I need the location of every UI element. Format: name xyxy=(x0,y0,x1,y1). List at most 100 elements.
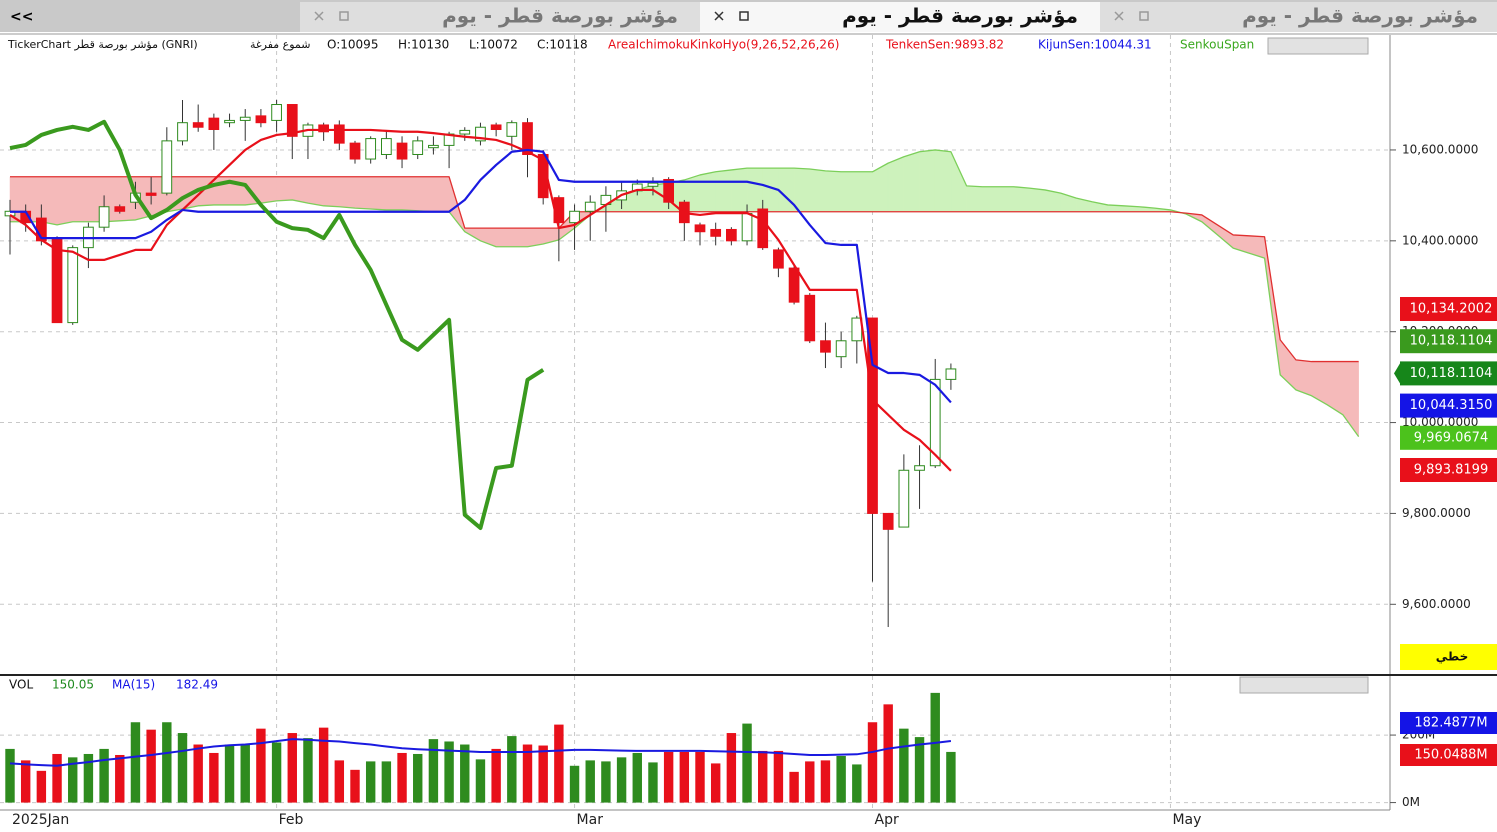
icon-strip[interactable] xyxy=(1267,37,1369,55)
candle-body xyxy=(381,138,392,155)
price-tag xyxy=(1400,425,1497,450)
tab[interactable] xyxy=(300,2,700,32)
volume-bar xyxy=(710,763,721,803)
line-button-label[interactable]: خطي xyxy=(1436,650,1468,664)
icon-strip[interactable] xyxy=(1239,676,1369,694)
volume-bar xyxy=(899,728,909,803)
tab-label[interactable]: مؤشر بورصة قطر - يوم xyxy=(1242,4,1478,28)
candle-body xyxy=(396,142,408,160)
x-tick-label: May xyxy=(1172,812,1201,828)
cloud-fill xyxy=(715,169,732,212)
cloud-fill xyxy=(339,176,356,209)
candle-body xyxy=(365,138,377,160)
tab-active[interactable] xyxy=(700,2,1100,32)
y-tick-label: 9,600.0000 xyxy=(1402,597,1471,611)
volume-bar xyxy=(146,729,156,803)
volume-tag-label: 182.4877M xyxy=(1414,716,1487,731)
candle-body xyxy=(161,140,173,194)
cloud-fill xyxy=(1029,187,1046,212)
y-tick-label: 10,000.0000 xyxy=(1402,415,1478,429)
volume-bar xyxy=(616,757,627,803)
x-tick-label: Feb xyxy=(279,812,304,828)
candle-body xyxy=(98,206,110,228)
candle-body xyxy=(710,228,722,237)
vol-last: 150.05 xyxy=(52,678,94,692)
collapse-button[interactable]: << xyxy=(10,9,33,25)
candle-body xyxy=(255,115,267,124)
volume-bar xyxy=(240,744,250,803)
cloud-fill xyxy=(856,171,873,212)
cloud-fill xyxy=(778,167,795,212)
volume-bar xyxy=(381,761,392,803)
cloud-fill xyxy=(276,176,293,202)
volume-bar xyxy=(287,733,297,803)
tab-label[interactable]: مؤشر بورصة قطر - يوم xyxy=(442,4,678,28)
y-tick-label: 9,800.0000 xyxy=(1402,506,1471,520)
volume-bar xyxy=(789,771,799,803)
cloud-fill xyxy=(72,176,89,222)
info-kijun: KijunSen:10044.31 xyxy=(1038,38,1152,52)
volume-bar xyxy=(758,750,768,803)
volume-bar xyxy=(444,741,454,803)
volume-bar xyxy=(428,739,439,803)
candle-body xyxy=(945,368,957,380)
candle-body xyxy=(898,469,910,528)
volume-bar xyxy=(115,754,125,803)
y-tick-label: 0M xyxy=(1402,795,1420,809)
volume-bar xyxy=(475,759,486,803)
price-tag xyxy=(1400,393,1497,418)
price-tag xyxy=(1400,458,1497,482)
volume-bar xyxy=(679,751,690,803)
cloud-fill xyxy=(840,171,858,212)
candle-body xyxy=(114,206,126,212)
cloud-fill xyxy=(386,176,403,211)
info-symbol: TickerChart مؤشر بورصة قطر (GNRI) xyxy=(7,38,198,51)
ma-label: MA(15) xyxy=(112,678,155,692)
cloud-fill xyxy=(511,227,528,247)
line-series xyxy=(9,128,952,472)
volume-bar xyxy=(397,752,407,803)
cloud-fill xyxy=(746,167,763,212)
volume-bar xyxy=(99,748,109,803)
candle-body xyxy=(506,122,518,137)
candle-body xyxy=(428,144,439,149)
candle-body xyxy=(177,122,188,142)
cloud-fill xyxy=(401,176,418,212)
cloud-fill xyxy=(417,176,434,213)
info-open: O:10095 xyxy=(327,38,378,52)
volume-bar xyxy=(130,722,141,803)
candle-body xyxy=(569,210,580,224)
candle-body xyxy=(208,117,220,131)
volume-bar xyxy=(224,744,235,803)
candle-body xyxy=(67,247,79,324)
volume-bar xyxy=(83,753,94,803)
line-series xyxy=(10,149,1360,437)
volume-bar xyxy=(413,753,423,803)
tab-icons xyxy=(314,11,1149,21)
price-tag-arrow xyxy=(1394,363,1400,384)
volume-bar xyxy=(569,765,580,803)
cloud-fill xyxy=(370,176,387,211)
volume-bar xyxy=(726,733,737,803)
candle-body xyxy=(867,317,878,514)
cloud-fill xyxy=(982,186,999,212)
volume-bar xyxy=(601,761,611,803)
tab[interactable] xyxy=(1100,2,1497,32)
cloud-fill xyxy=(919,149,936,212)
line-button[interactable] xyxy=(1400,644,1497,670)
cloud-fill xyxy=(997,186,1014,212)
volume-bar xyxy=(193,744,203,803)
ma-last: 182.49 xyxy=(176,678,218,692)
price-tag-label: 9,893.8199 xyxy=(1414,463,1488,478)
tab-label[interactable]: مؤشر بورصة قطر - يوم xyxy=(842,4,1078,28)
candle-body xyxy=(286,104,298,137)
candle-body xyxy=(522,122,533,155)
candle-body xyxy=(788,267,800,303)
cloud-fill xyxy=(809,168,826,212)
cloud-fill xyxy=(793,167,811,212)
info-indicator: AreaIchimokuKinkoHyo(9,26,52,26,26) xyxy=(608,38,839,52)
volume-bar xyxy=(177,733,188,803)
candle-body xyxy=(412,140,424,155)
vol-label: VOL xyxy=(9,678,33,692)
volume-bar xyxy=(867,722,878,803)
